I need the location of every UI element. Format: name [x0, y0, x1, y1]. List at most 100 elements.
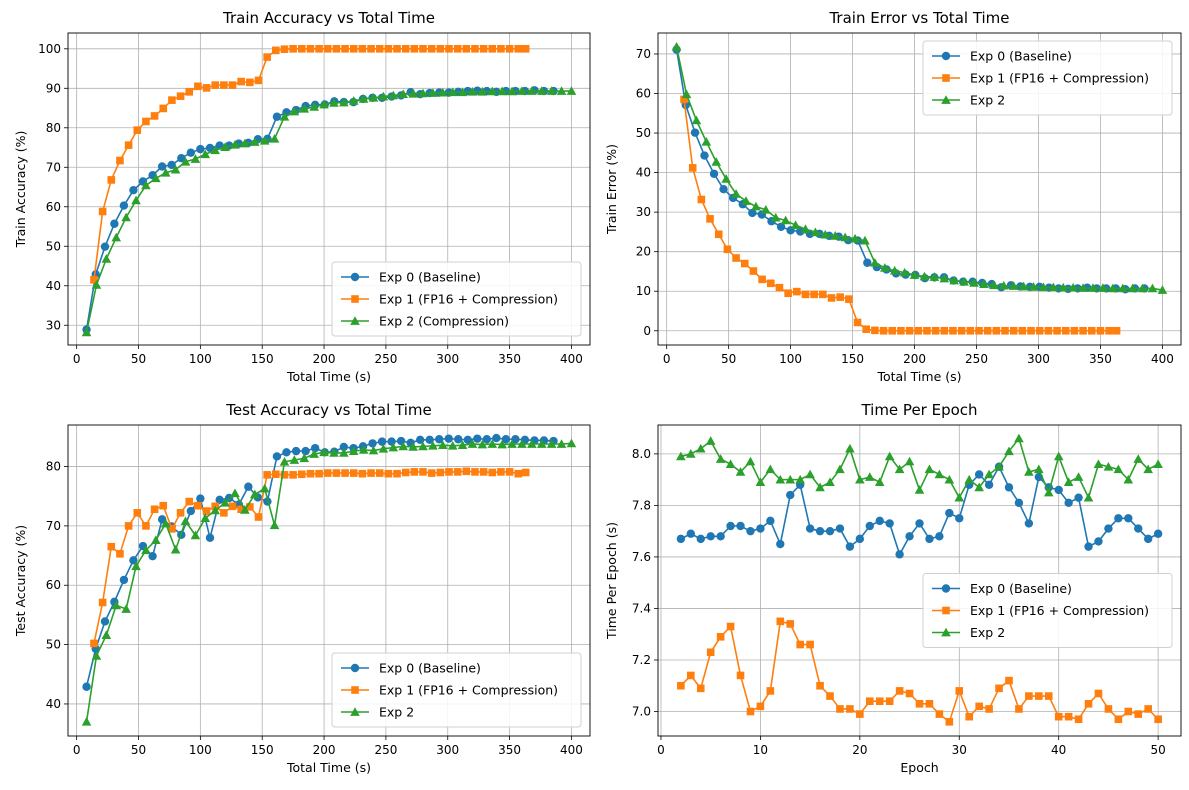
y-tick-label: 7.0 [632, 705, 651, 719]
data-point [985, 705, 993, 713]
data-point [479, 44, 488, 53]
data-point [428, 88, 438, 97]
data-point [501, 435, 511, 444]
data-point [210, 505, 220, 515]
data-point [964, 474, 975, 484]
data-point [681, 89, 692, 99]
legend-box [922, 573, 1173, 648]
data-point [715, 454, 726, 463]
axes-frame [67, 32, 591, 346]
data-point [375, 469, 384, 477]
data-point [755, 477, 766, 487]
legend-entry: Exp 2 (Compression) [379, 314, 509, 329]
data-point [815, 482, 825, 492]
data-point [695, 443, 706, 453]
x-tick-label: 250 [965, 352, 988, 366]
y-tick-label: 50 [636, 126, 651, 140]
y-tick-label: 70 [636, 47, 651, 61]
data-point [349, 44, 358, 53]
data-point [909, 270, 920, 279]
data-point [279, 456, 290, 466]
data-point [546, 86, 557, 95]
data-point [756, 524, 765, 533]
data-point [180, 516, 191, 525]
data-point [894, 464, 905, 474]
series-3 [676, 433, 1163, 502]
data-point [438, 87, 448, 97]
x-axis-label: Total Time (s) [877, 369, 962, 384]
data-point [765, 464, 776, 474]
data-point [272, 46, 280, 55]
y-tick-label: 80 [46, 121, 61, 135]
data-point [875, 516, 884, 526]
data-point [740, 259, 749, 268]
data-point [220, 497, 230, 507]
data-point [90, 276, 98, 284]
data-point [289, 44, 297, 53]
data-point [415, 435, 425, 445]
data-point [1025, 692, 1033, 700]
x-tick-label: 150 [841, 352, 864, 366]
data-point [1024, 467, 1034, 476]
data-point [924, 464, 935, 474]
data-point [393, 469, 401, 478]
data-point [375, 44, 384, 53]
data-point [1034, 464, 1044, 474]
data-point [856, 710, 864, 718]
data-point [983, 326, 992, 335]
series-3 [81, 86, 577, 337]
data-point [444, 434, 453, 443]
legend: Exp 0 (Baseline) Exp 1 (FP16 + Compressio… [922, 40, 1173, 116]
data-point [447, 87, 458, 97]
data-point [969, 278, 979, 287]
data-point [269, 134, 280, 143]
data-point [885, 697, 894, 706]
y-axis-label: Train Error (%) [604, 144, 619, 235]
data-point [408, 442, 418, 451]
data-point [514, 469, 523, 478]
data-point [482, 435, 492, 444]
x-axis-label: Epoch [900, 760, 938, 775]
x-tick-label: 150 [251, 352, 274, 366]
data-point [119, 575, 129, 585]
data-point [263, 53, 271, 61]
data-point [505, 44, 514, 53]
data-point [1157, 285, 1168, 294]
data-point [121, 604, 131, 613]
data-point [237, 505, 245, 514]
legend-entry: Exp 1 (FP16 + Compression) [379, 292, 558, 307]
data-point [107, 542, 116, 551]
data-point [775, 474, 786, 484]
x-tick-label: 300 [1027, 352, 1050, 366]
data-point [205, 143, 215, 153]
data-point [521, 468, 530, 477]
legend-entry: Exp 0 (Baseline) [379, 661, 481, 676]
data-point [447, 440, 458, 450]
data-point [746, 526, 755, 536]
data-point [915, 699, 924, 708]
data-point [1133, 454, 1144, 463]
data-point [888, 326, 897, 335]
data-point [341, 44, 349, 53]
data-point [940, 326, 949, 335]
data-point [1009, 326, 1018, 335]
x-axis-label: Total Time (s) [286, 369, 371, 384]
data-point [966, 326, 975, 335]
data-point [358, 94, 369, 103]
data-point [696, 684, 705, 693]
data-point [741, 196, 751, 205]
data-point [770, 212, 781, 222]
legend-box [922, 40, 1173, 116]
data-point [697, 195, 706, 204]
data-point [378, 91, 389, 101]
data-point [170, 544, 181, 554]
data-point [244, 482, 253, 491]
data-point [471, 468, 479, 476]
data-point [388, 442, 399, 452]
data-point [949, 275, 960, 285]
data-point [840, 232, 850, 242]
data-point [306, 469, 315, 478]
data-point [1153, 459, 1163, 469]
data-point [746, 707, 755, 716]
data-point [348, 446, 359, 455]
